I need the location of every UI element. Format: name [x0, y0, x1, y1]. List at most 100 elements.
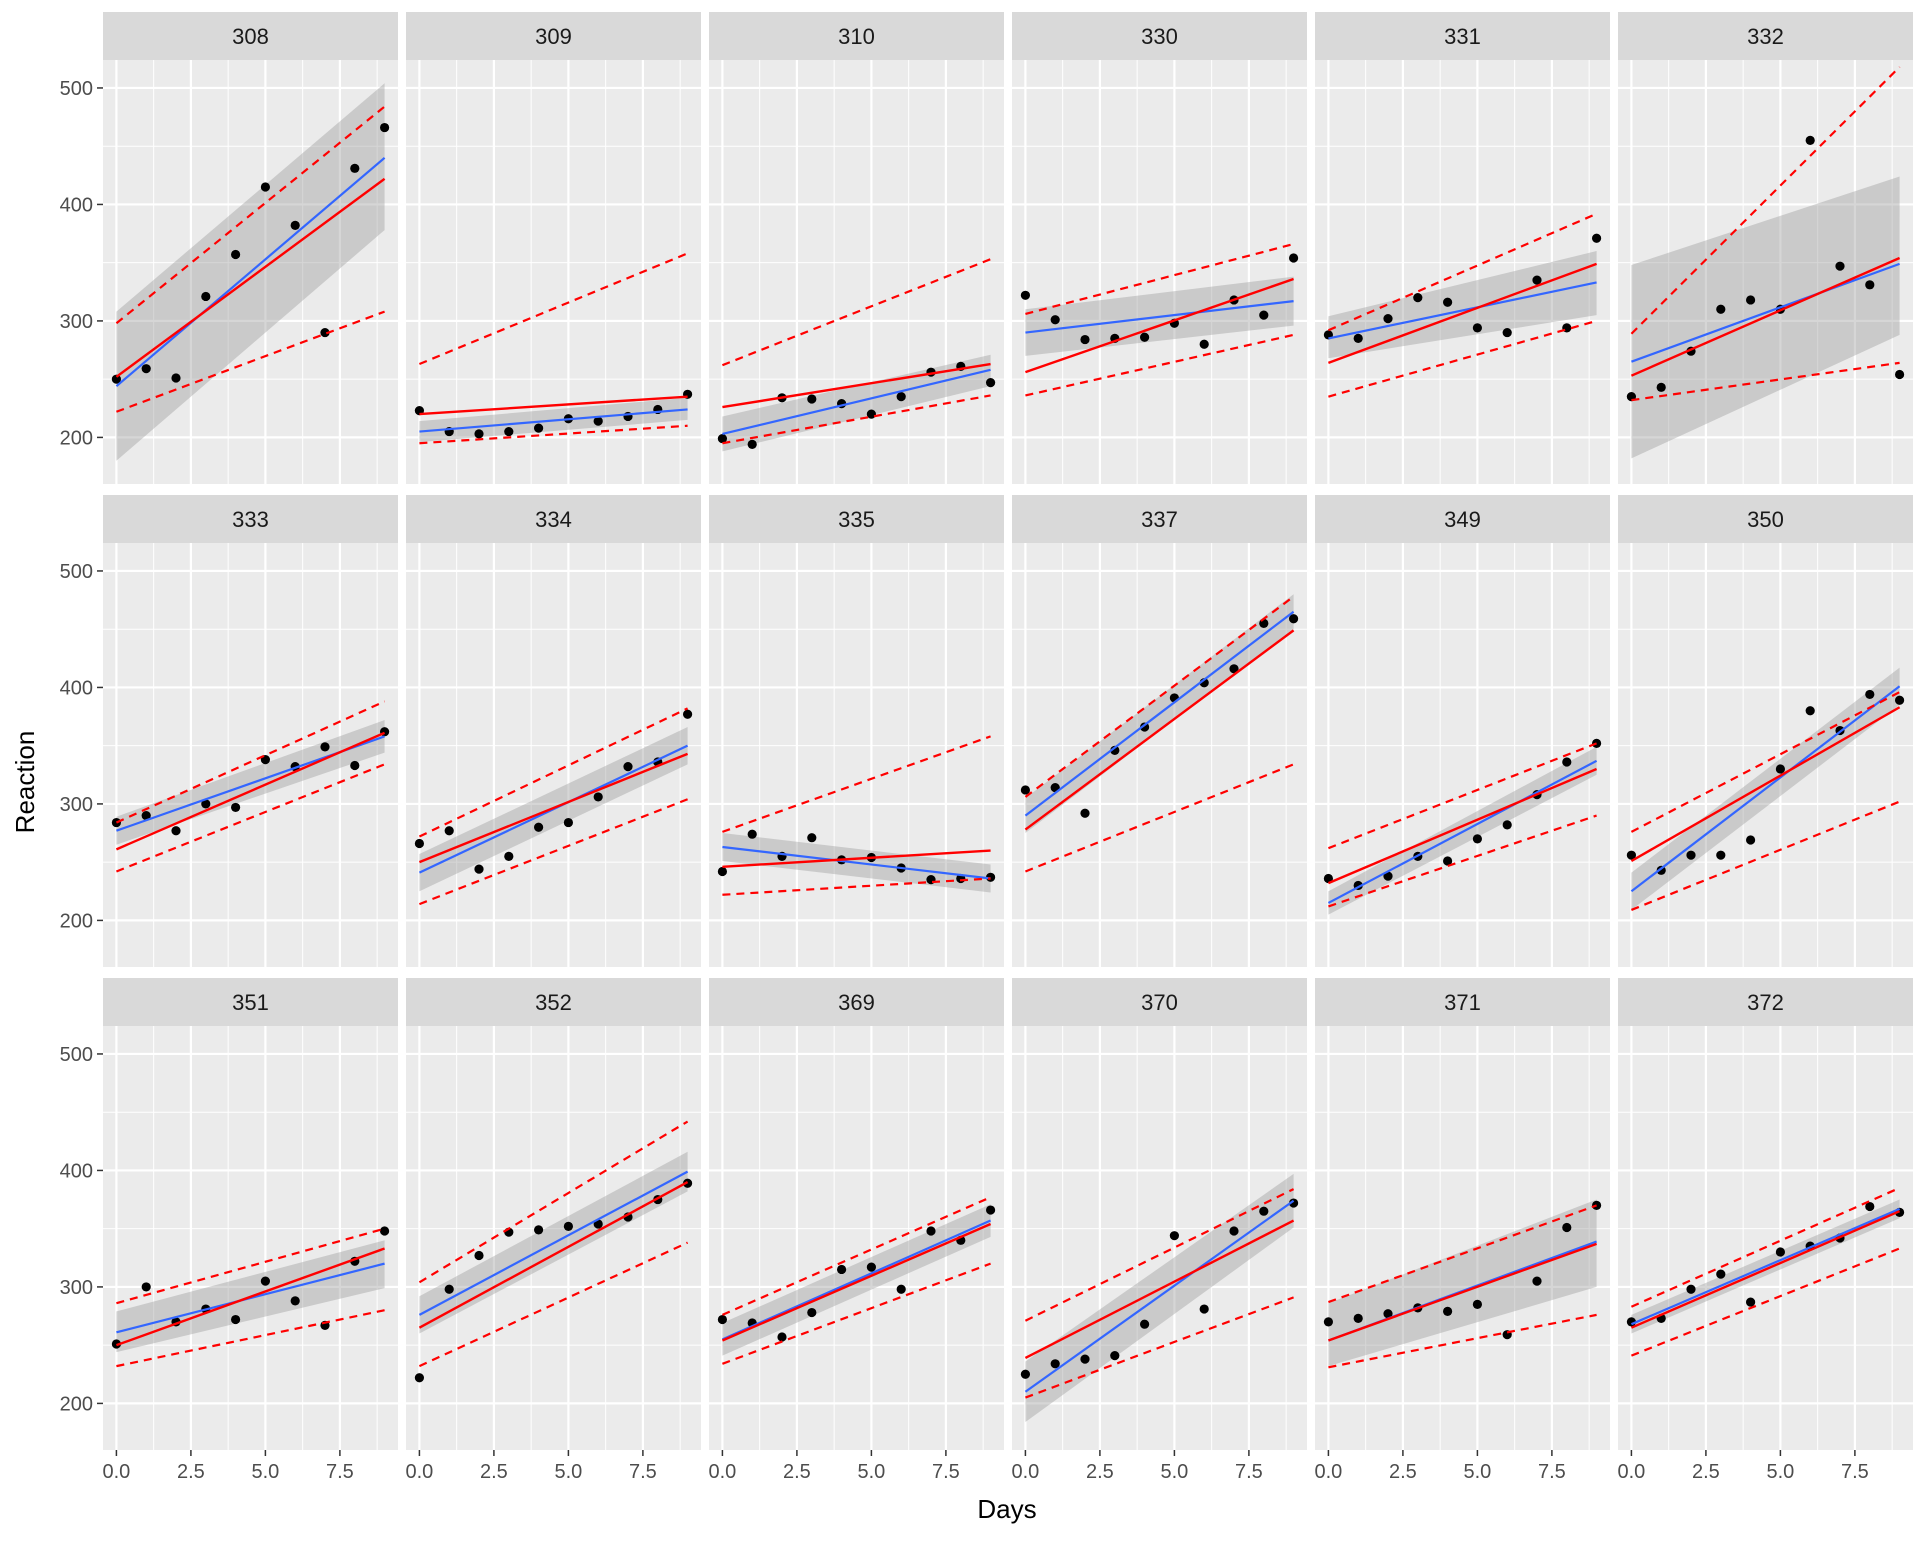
- x-tick-label: 2.5: [783, 1461, 811, 1483]
- red-fit-line: [1025, 277, 1294, 374]
- data-point: [1080, 1354, 1090, 1364]
- data-point: [444, 1284, 454, 1294]
- data-point: [474, 864, 484, 874]
- data-point: [563, 817, 573, 828]
- data-point: [1716, 304, 1726, 314]
- facet-strip-label: 310: [838, 24, 875, 49]
- data-point: [837, 1264, 847, 1275]
- facet-panel-350: 350: [1618, 495, 1913, 967]
- data-point: [1383, 871, 1393, 881]
- facet-panel-337: 337: [1012, 495, 1307, 967]
- facet-strip-label: 332: [1747, 24, 1784, 49]
- facet-strip: [1618, 495, 1913, 543]
- data-point: [350, 760, 360, 771]
- data-point: [1020, 785, 1031, 795]
- red-fit-line: [1024, 1219, 1295, 1360]
- y-tick-label: 300: [60, 794, 93, 816]
- x-axis-title: Days: [977, 1494, 1036, 1524]
- data-point: [1894, 369, 1905, 380]
- red-fit-line: [115, 177, 386, 378]
- data-point: [1443, 297, 1453, 307]
- red-fit-line: [115, 731, 386, 851]
- panel-background: [1618, 60, 1913, 484]
- panel-background: [1012, 543, 1307, 967]
- panel-background: [709, 60, 1004, 484]
- data-point: [260, 182, 270, 192]
- red-fit-line: [418, 1181, 689, 1329]
- x-tick-label: 2.5: [177, 1461, 205, 1483]
- data-point: [1383, 313, 1393, 324]
- facet-panel-333: 333 200 300 400 500: [60, 495, 398, 967]
- panel-background: [103, 1026, 398, 1450]
- data-point: [414, 1373, 425, 1383]
- panel-background: [103, 543, 398, 967]
- facet-panel-309: 309: [406, 12, 701, 484]
- red-lower-interval: [1025, 763, 1294, 873]
- red-upper-interval: [1328, 742, 1597, 850]
- data-point: [717, 1314, 728, 1325]
- data-point: [1080, 808, 1090, 818]
- data-point: [747, 829, 757, 839]
- data-point: [1020, 1369, 1031, 1379]
- panel-background: [1315, 543, 1610, 967]
- data-point: [290, 1296, 300, 1306]
- data-point: [717, 433, 728, 444]
- facet-strip-label: 349: [1444, 507, 1481, 532]
- red-upper-interval: [418, 1120, 689, 1284]
- data-point: [1532, 275, 1542, 285]
- facet-panel-351: 351 200 300 400 500 0.0 2.5 5.0 7.5: [60, 978, 398, 1483]
- red-upper-interval: [722, 258, 991, 367]
- x-tick-label: 5.0: [1160, 1461, 1188, 1483]
- blue-fit-line: [419, 408, 688, 433]
- data-point: [1472, 834, 1482, 844]
- data-point: [1199, 1304, 1209, 1314]
- data-point: [1502, 820, 1512, 830]
- x-tick-label: 5.0: [1463, 1461, 1491, 1483]
- facet-strip: [1315, 495, 1610, 543]
- data-point: [1626, 850, 1637, 860]
- data-point: [1443, 1306, 1453, 1316]
- x-tick-label: 2.5: [480, 1461, 508, 1483]
- y-tick-label: 400: [60, 677, 93, 699]
- red-lower-interval: [419, 424, 688, 445]
- facet-panel-332: 332: [1618, 12, 1913, 484]
- data-point: [1050, 315, 1060, 325]
- data-point: [1229, 664, 1239, 674]
- y-tick-label: 300: [60, 311, 93, 333]
- red-fit-line: [1630, 256, 1901, 377]
- data-point: [777, 1332, 787, 1342]
- x-tick-label: 0.0: [406, 1461, 434, 1483]
- data-point: [534, 1225, 544, 1235]
- data-point: [414, 838, 425, 849]
- data-point: [1865, 1201, 1875, 1212]
- data-point: [1140, 722, 1150, 732]
- x-tick-label: 7.5: [932, 1461, 960, 1483]
- data-point: [1140, 332, 1150, 342]
- confidence-band: [1025, 1173, 1294, 1423]
- data-point: [985, 1205, 996, 1215]
- facet-panel-330: 330: [1012, 12, 1307, 484]
- x-tick-label: 2.5: [1692, 1461, 1720, 1483]
- red-fit-line: [722, 362, 991, 409]
- blue-fit-line: [1631, 262, 1900, 363]
- y-tick-label: 400: [60, 194, 93, 216]
- data-point: [866, 1262, 876, 1272]
- red-upper-interval: [1630, 66, 1901, 335]
- red-lower-interval: [722, 394, 991, 445]
- data-point: [985, 378, 996, 388]
- facet-strip: [1618, 978, 1913, 1026]
- data-point: [141, 364, 151, 374]
- red-fit-line: [1327, 262, 1598, 364]
- red-upper-interval: [115, 105, 386, 325]
- red-lower-interval: [116, 310, 385, 413]
- data-point: [1865, 689, 1875, 700]
- facet-strip: [406, 978, 701, 1026]
- red-lower-interval: [1025, 333, 1294, 397]
- facet-strip-label: 309: [535, 24, 572, 49]
- data-point: [1353, 1313, 1363, 1323]
- panel-background: [709, 543, 1004, 967]
- facet-strip-label: 351: [232, 990, 269, 1015]
- x-tick-label: 5.0: [857, 1461, 885, 1483]
- confidence-band: [1328, 1199, 1597, 1367]
- data-point: [1835, 261, 1845, 271]
